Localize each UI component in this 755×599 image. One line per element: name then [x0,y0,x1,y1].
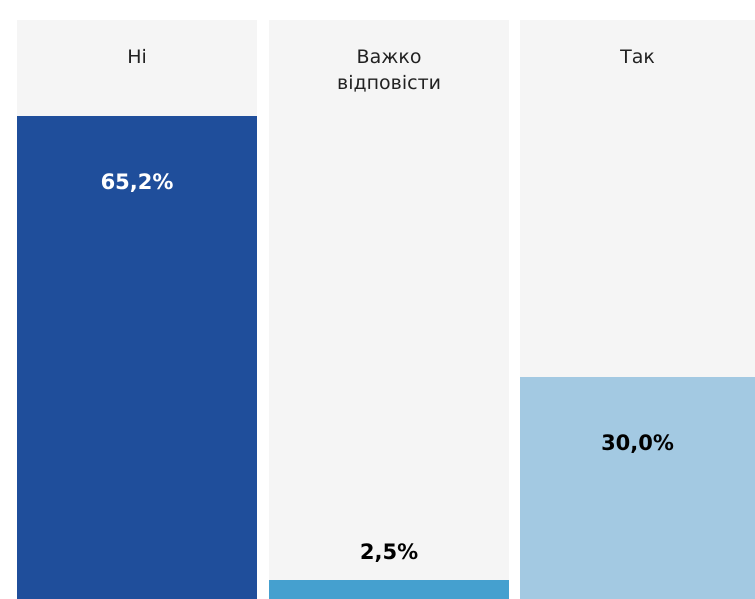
category-label: Так [620,46,655,68]
category-label: Важко відповісти [337,46,441,94]
column: Так 30,0% [520,20,755,599]
bar [520,376,755,599]
bar [269,580,509,599]
value-label: 2,5% [359,540,419,565]
category-label: Ні [127,46,147,68]
column: Ні 65,2% [17,20,257,599]
bar [17,116,257,599]
value-label: 30,0% [601,430,674,455]
column: Важко відповісти 2,5% [269,20,509,599]
value-label: 65,2% [100,170,174,194]
